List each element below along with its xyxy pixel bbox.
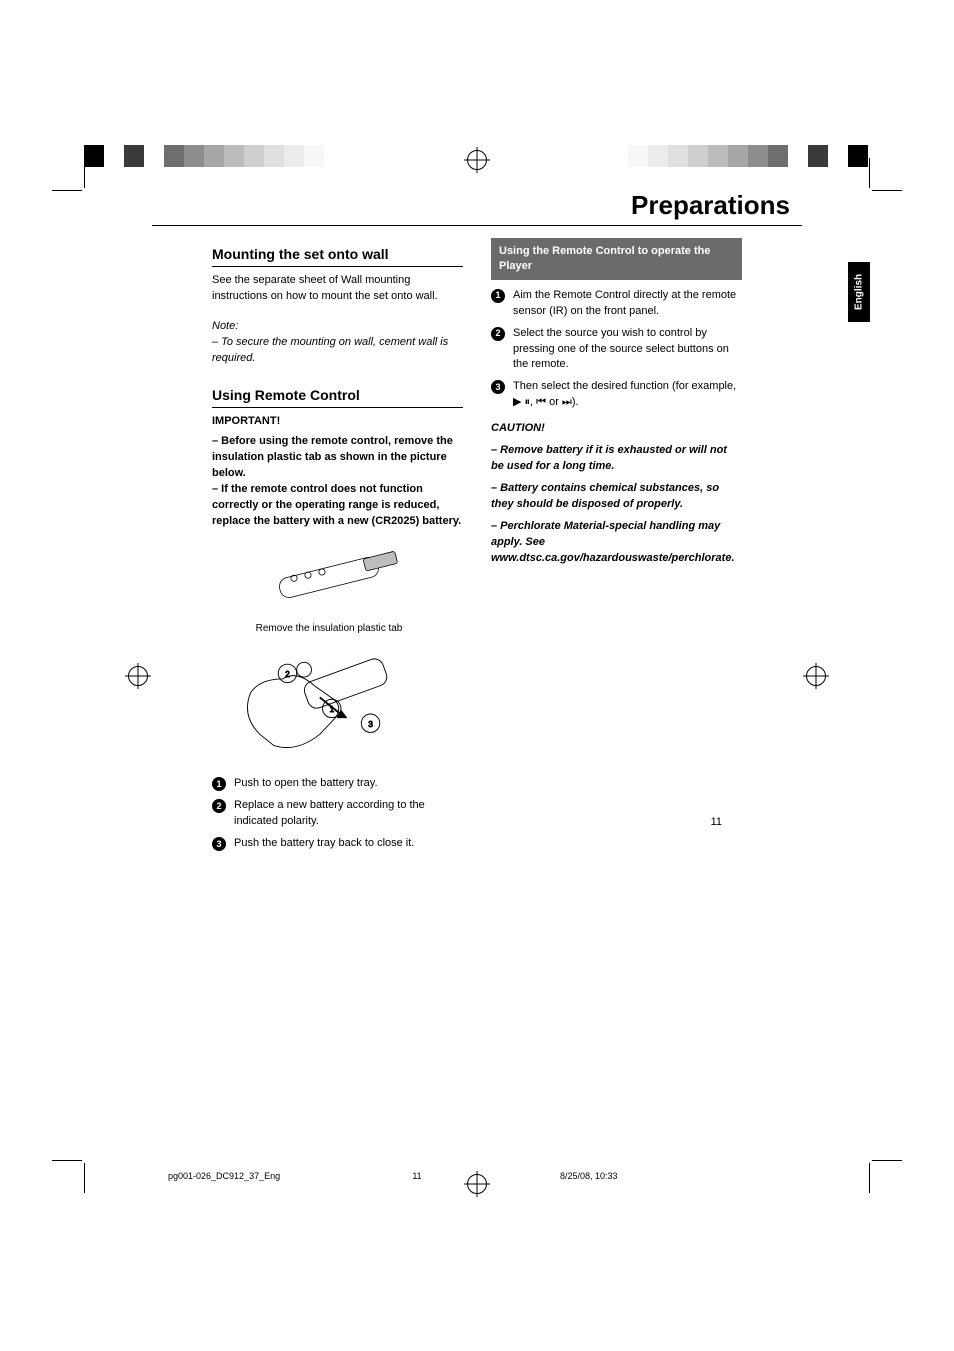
step-text: Push to open the battery tray.: [234, 776, 378, 792]
caution-label: CAUTION!: [491, 421, 742, 437]
language-tab: English: [848, 262, 870, 322]
step-item: 3 Then select the desired function (for e…: [491, 379, 742, 411]
operate-player-heading: Using the Remote Control to operate the …: [491, 238, 742, 280]
crop-mark: [872, 1160, 902, 1161]
important-label: IMPORTANT!: [212, 414, 463, 430]
remote-bottom-svg: 2 1 3: [224, 642, 434, 762]
step-item: 1 Push to open the battery tray.: [212, 776, 463, 792]
step-text: Select the source you wish to control by…: [513, 326, 742, 374]
mounting-heading: Mounting the set onto wall: [212, 244, 463, 267]
remote-bullet-1: – Before using the remote control, remov…: [212, 434, 463, 482]
mounting-body: See the separate sheet of Wall mounting …: [212, 273, 463, 305]
print-footer: pg001-026_DC912_37_Eng 11 8/25/08, 10:33: [0, 1171, 954, 1185]
footer-timestamp: 8/25/08, 10:33: [560, 1171, 618, 1181]
page-number: 11: [711, 816, 722, 828]
print-color-bars: [0, 145, 954, 175]
svg-text:3: 3: [368, 719, 373, 729]
registration-mark-right: [806, 666, 826, 686]
caution-list: – Remove battery if it is exhausted or w…: [491, 443, 742, 567]
step-text: Then select the desired function (for ex…: [513, 379, 742, 411]
crop-mark: [52, 1160, 82, 1161]
svg-text:2: 2: [285, 669, 290, 679]
remote-bullet-2: – If the remote control does not functio…: [212, 482, 463, 530]
footer-filename: pg001-026_DC912_37_Eng: [168, 1171, 280, 1181]
step-text: Push the battery tray back to close it.: [234, 836, 414, 852]
footer-page: 11: [412, 1171, 421, 1181]
page-content: Preparations Mounting the set onto wall …: [152, 190, 802, 858]
note-body: – To secure the mounting on wall, cement…: [212, 335, 463, 367]
remote-top-svg: [224, 544, 434, 614]
step-number-icon: 3: [212, 837, 226, 851]
remote-illustration: Remove the insulation plastic tab 2 1 3: [224, 544, 434, 768]
crop-mark: [52, 190, 82, 191]
operate-steps-list: 1 Aim the Remote Control directly at the …: [491, 288, 742, 412]
page-title: Preparations: [152, 190, 802, 226]
step-number-icon: 1: [491, 289, 505, 303]
step-text: Replace a new battery according to the i…: [234, 798, 463, 830]
note-label: Note:: [212, 319, 463, 335]
crop-mark: [872, 190, 902, 191]
caution-item: – Battery contains chemical substances, …: [491, 481, 742, 513]
step-item: 2 Select the source you wish to control b…: [491, 326, 742, 374]
caution-item: – Perchlorate Material-special handling …: [491, 519, 742, 567]
step-number-icon: 2: [491, 327, 505, 341]
step-number-icon: 1: [212, 777, 226, 791]
step-number-icon: 2: [212, 799, 226, 813]
remote-heading: Using Remote Control: [212, 385, 463, 408]
left-column: Mounting the set onto wall See the separ…: [212, 238, 463, 858]
step-item: 1 Aim the Remote Control directly at the …: [491, 288, 742, 320]
step-text: Aim the Remote Control directly at the r…: [513, 288, 742, 320]
step-item: 3 Push the battery tray back to close it.: [212, 836, 463, 852]
step-number-icon: 3: [491, 380, 505, 394]
right-column: Using the Remote Control to operate the …: [491, 238, 742, 858]
registration-mark-left: [128, 666, 148, 686]
caution-item: – Remove battery if it is exhausted or w…: [491, 443, 742, 475]
illustration-caption: Remove the insulation plastic tab: [224, 622, 434, 637]
remote-steps-list: 1 Push to open the battery tray. 2 Replace …: [212, 776, 463, 852]
step-item: 2 Replace a new battery according to the …: [212, 798, 463, 830]
